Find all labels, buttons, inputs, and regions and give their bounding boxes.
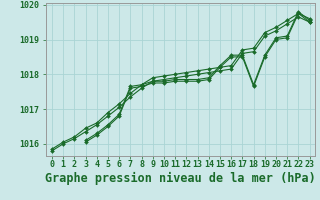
- X-axis label: Graphe pression niveau de la mer (hPa): Graphe pression niveau de la mer (hPa): [45, 172, 316, 185]
